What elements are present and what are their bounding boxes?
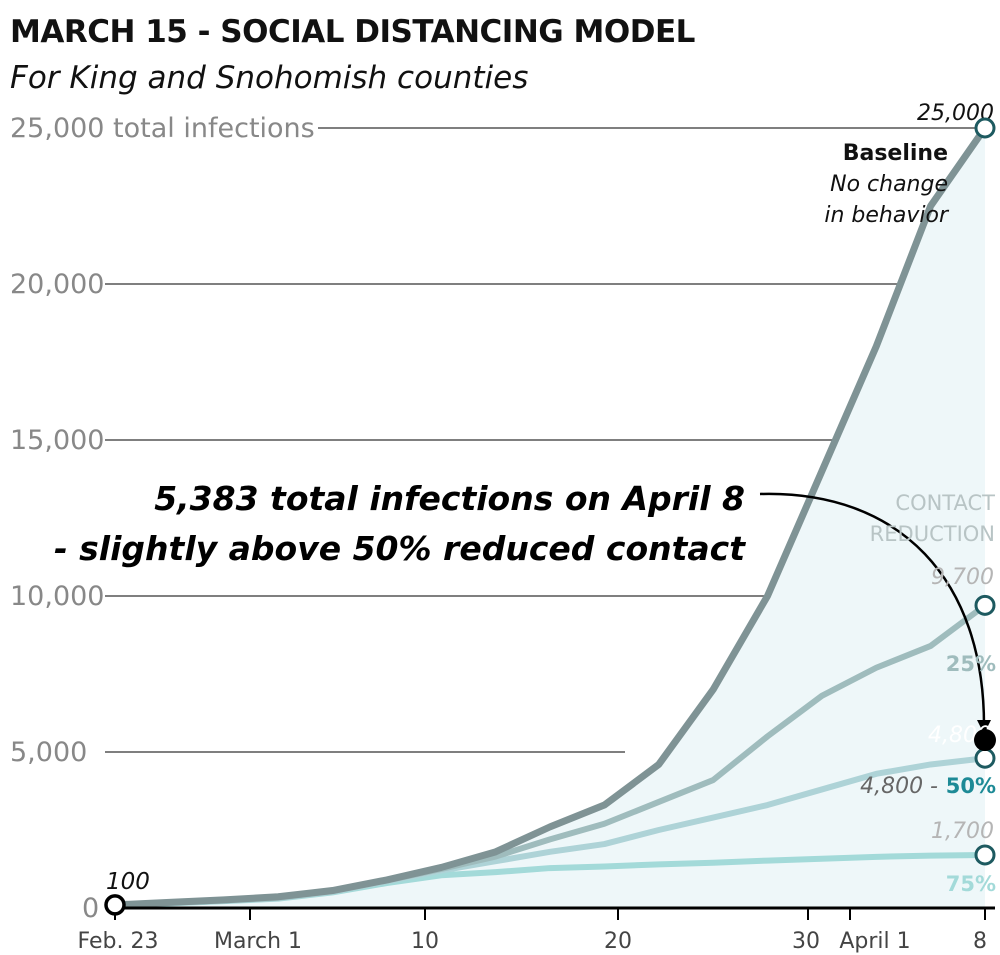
baseline-series-name: Baseline: [843, 141, 948, 166]
baseline-note-1: No change: [830, 172, 948, 197]
y-tick-label: 20,000: [10, 269, 104, 300]
contact-reduction-label-1: CONTACT: [895, 491, 995, 515]
r25-end-value: 9,700: [931, 565, 994, 590]
y-tick-label: 5,000: [10, 737, 87, 768]
r50-series-label: 50%: [946, 774, 996, 798]
x-axis: Feb. 23 March 1 10 20 30 April 1 8: [78, 906, 995, 954]
y-tick-label: 15,000: [10, 425, 104, 456]
start-value-label: 100: [106, 869, 150, 895]
annotation-line-2: - slightly above 50% reduced contact: [54, 529, 746, 568]
r25-series-label: 25%: [946, 652, 996, 676]
baseline-note-2: in behavior: [824, 203, 950, 228]
y-tick-label: 25,000 total infections: [10, 113, 315, 144]
annotation-arrow: [759, 492, 986, 729]
x-tick-label: 20: [604, 929, 632, 954]
x-tick-label: 30: [792, 929, 820, 954]
end-marker-baseline: [974, 117, 996, 139]
chart-subtitle: For King and Snohomish counties: [10, 60, 529, 96]
x-tick-label: March 1: [214, 929, 302, 954]
x-tick-label: Feb. 23: [78, 929, 159, 954]
end-markers: [104, 117, 996, 916]
series-line-baseline: [111, 124, 989, 909]
end-marker-50pct: [974, 747, 996, 769]
annotation-line-1: 5,383 total infections on April 8: [154, 479, 745, 518]
contact-reduction-label-2: REDUCTION: [870, 522, 995, 546]
r75-series-label: 75%: [946, 872, 996, 896]
y-axis-labels: 0 5,000 10,000 15,000 20,000 25,000 total inf…: [10, 113, 315, 924]
end-marker-75pct: [974, 844, 996, 866]
area-fill: [115, 128, 985, 908]
start-marker: [104, 894, 126, 916]
r75-end-value: 1,700: [931, 819, 994, 844]
gridlines: [105, 127, 992, 753]
x-tick-label: 10: [411, 929, 439, 954]
r50-end-value: 4,800 -: [860, 774, 938, 799]
series-lines: [111, 124, 989, 909]
x-tick-label: April 1: [839, 929, 910, 954]
annotation-arrowhead: [977, 720, 991, 734]
y-tick-label: 10,000: [10, 581, 104, 612]
chart-title: MARCH 15 - SOCIAL DISTANCING MODEL: [10, 14, 695, 50]
x-tick-label: 8: [973, 929, 987, 954]
annotation-marker: [974, 729, 996, 752]
end-marker-25pct: [974, 594, 996, 616]
y-tick-label: 0: [82, 893, 99, 924]
